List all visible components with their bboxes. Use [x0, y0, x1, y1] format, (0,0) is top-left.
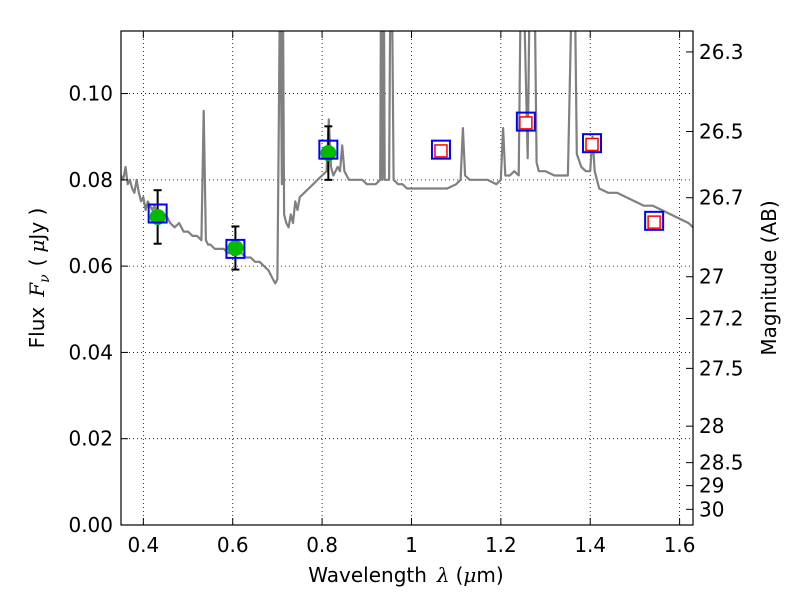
model-red-square: [647, 215, 661, 229]
x-tick-label: 1: [405, 533, 418, 557]
magnitude-axis-title: Magnitude (AB): [757, 200, 781, 355]
plot-frame: [120, 30, 694, 526]
mag-tick-label: 27.5: [699, 356, 744, 380]
model-blue-square: [318, 139, 339, 160]
x-tick-label: 0.4: [127, 533, 159, 557]
x-tick-label: 1.6: [664, 533, 696, 557]
model-blue-square: [515, 111, 536, 132]
model-blue-square: [225, 238, 246, 259]
y-tick-label: 0.00: [68, 513, 113, 537]
mag-tick-label: 26.3: [699, 40, 744, 64]
y-tick-label: 0.08: [68, 168, 113, 192]
y-tick-label: 0.06: [68, 254, 113, 278]
model-red-square: [585, 137, 599, 152]
y-tick-label: 0.10: [68, 82, 113, 106]
mag-tick-label: 28.5: [699, 451, 744, 475]
model-blue-square: [582, 133, 603, 154]
y-axis-title: FluxFν(μJy ): [25, 208, 53, 349]
mag-tick-label: 27.2: [699, 306, 744, 330]
observed-points: [149, 145, 337, 257]
model-blue-square: [644, 210, 665, 231]
mag-tick-label: 26.5: [699, 120, 744, 144]
mag-tick-label: 26.7: [699, 186, 744, 210]
x-axis-title: Wavelength λ (μm): [308, 563, 503, 587]
model-blue-square: [430, 139, 451, 160]
mag-tick-label: 27: [699, 265, 724, 289]
x-tick-label: 0.8: [306, 533, 338, 557]
model-blue-squares: [147, 111, 665, 259]
model-red-square: [519, 116, 533, 130]
model-spectrum-line: [121, 31, 693, 285]
mag-tick-label: 29: [699, 474, 724, 498]
model-blue-square: [147, 203, 168, 224]
model-red-squares: [434, 116, 661, 229]
model-red-square: [434, 144, 448, 158]
y-axis-ticks: 0.00 0.02 0.04 0.06 0.08 0.10: [68, 82, 128, 537]
y-tick-label: 0.04: [68, 340, 113, 364]
x-tick-label: 1.4: [574, 533, 606, 557]
x-tick-label: 1.2: [485, 533, 517, 557]
x-axis-ticks: 0.4 0.6 0.8 1 1.2 1.4 1.6: [127, 31, 696, 557]
observed-point: [320, 145, 337, 162]
x-tick-label: 0.6: [217, 533, 249, 557]
grid-lines: [121, 31, 693, 526]
observed-point: [227, 240, 244, 257]
mag-tick-label: 28: [699, 414, 724, 438]
mag-tick-label: 30: [699, 497, 724, 521]
y-tick-label: 0.02: [68, 427, 113, 451]
observed-point: [149, 208, 166, 225]
